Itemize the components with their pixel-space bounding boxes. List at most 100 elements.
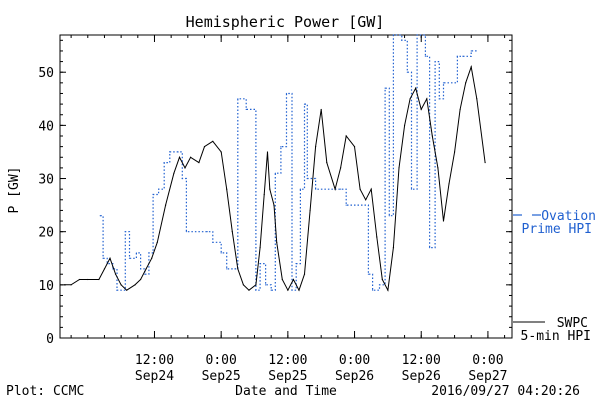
series-line-swpc (64, 64, 486, 292)
ovation-data-point (315, 188, 317, 190)
ovation-data-point (462, 55, 464, 57)
swpc-data-point (398, 167, 400, 169)
swpc-data-point (326, 161, 328, 164)
swpc-data-point (203, 146, 206, 148)
ovation-data-point (139, 268, 142, 270)
swpc-data-point (70, 284, 72, 286)
swpc-data-point (292, 278, 295, 281)
swpc-data-point (340, 167, 342, 169)
swpc-data-point (359, 188, 361, 190)
y-tick-label: 50 (38, 66, 54, 81)
ovation-data-point (406, 71, 408, 73)
y-axis-label: P [GW] (7, 167, 22, 214)
y-tick-label: 40 (38, 119, 54, 134)
swpc-data-point (164, 204, 167, 206)
ovation-data-point (442, 82, 445, 84)
ovation-data-point (434, 60, 436, 63)
ovation-data-point (299, 188, 301, 190)
swpc-data-point (403, 124, 406, 126)
x-tick-label-date: Sep26 (402, 369, 441, 384)
swpc-data-point (184, 167, 186, 169)
y-tick-label: 30 (38, 173, 54, 188)
ovation-data-point (285, 92, 288, 95)
ovation-data-point (102, 257, 104, 259)
ovation-data-point (280, 146, 282, 148)
swpc-data-point (298, 289, 300, 291)
swpc-data-point (365, 199, 367, 201)
swpc-data-point (139, 278, 142, 281)
x-tick-label-date: Sep25 (268, 369, 307, 384)
ovation-data-point (212, 241, 214, 243)
y-tick-label: 20 (38, 226, 54, 241)
x-tick-label-date: Sep26 (335, 369, 374, 384)
ovation-data-point (148, 252, 150, 254)
ovation-data-point (116, 289, 118, 291)
ovation-data-point (270, 289, 272, 291)
ovation-data-point (237, 98, 239, 100)
ovation-data-point (124, 231, 126, 233)
swpc-data-point (263, 193, 265, 196)
x-tick-label-time: 12:00 (402, 353, 441, 368)
swpc-data-point (103, 268, 106, 270)
legend-label-ovation-1: Ovation (541, 209, 596, 224)
swpc-data-point (409, 98, 411, 100)
ovation-data-point (185, 231, 188, 233)
swpc-data-point (309, 209, 311, 212)
plot-frame (59, 34, 513, 339)
swpc-data-point (448, 183, 450, 185)
ovation-data-point (291, 289, 293, 291)
ovation-data-point (388, 215, 390, 217)
ovation-data-point (410, 188, 413, 190)
ovation-data-point (206, 231, 208, 233)
footer-timestamp: 2016/09/27 04:20:26 (431, 384, 580, 399)
swpc-data-point (381, 278, 383, 281)
ovation-data-point (367, 273, 370, 275)
ovation-data-point (112, 268, 114, 270)
swpc-data-point (273, 204, 275, 206)
swpc-data-point (437, 167, 439, 169)
ovation-data-point (226, 268, 228, 270)
swpc-data-point (484, 161, 486, 164)
swpc-data-point (226, 188, 228, 190)
y-tick-label: 10 (38, 279, 54, 294)
swpc-data-point (266, 151, 269, 153)
swpc-data-point (420, 108, 422, 111)
series-layer (63, 34, 486, 292)
ovation-data-point (152, 193, 154, 196)
swpc-data-point (276, 241, 278, 243)
swpc-data-point (178, 156, 181, 158)
ovation-data-point (340, 188, 342, 190)
swpc-data-point (392, 247, 395, 249)
series-line-ovation-prime (100, 34, 478, 291)
swpc-data-point (198, 161, 200, 164)
swpc-data-point (114, 273, 117, 275)
swpc-data-point (145, 268, 147, 270)
swpc-data-point (87, 278, 89, 281)
swpc-data-point (255, 284, 257, 286)
swpc-data-point (269, 188, 271, 190)
ovation-data-point (245, 108, 247, 111)
swpc-data-point (281, 278, 283, 281)
x-tick-label-time: 12:00 (268, 353, 307, 368)
ovation-data-point (470, 50, 472, 52)
swpc-data-point (189, 156, 192, 158)
ovation-data-point (303, 103, 306, 105)
swpc-data-point (151, 257, 153, 259)
footer-plot-credit: Plot: CCMC (6, 384, 84, 399)
swpc-data-point (134, 284, 136, 286)
ovation-data-point (181, 177, 183, 180)
ovation-data-point (345, 204, 347, 206)
x-tick-label-time: 0:00 (206, 353, 237, 368)
ovation-data-point (99, 215, 101, 217)
ovation-data-point (295, 262, 297, 265)
ovation-data-point (392, 34, 395, 36)
ovation-data-point (144, 273, 146, 275)
swpc-data-point (109, 257, 111, 259)
swpc-data-point (334, 188, 336, 190)
ovation-data-point (401, 39, 403, 41)
swpc-data-point (120, 284, 122, 286)
swpc-data-point (315, 146, 317, 148)
swpc-data-point (231, 231, 233, 233)
ovation-data-point (265, 284, 267, 286)
legend-label-ovation-2: Prime HPI (522, 222, 592, 237)
